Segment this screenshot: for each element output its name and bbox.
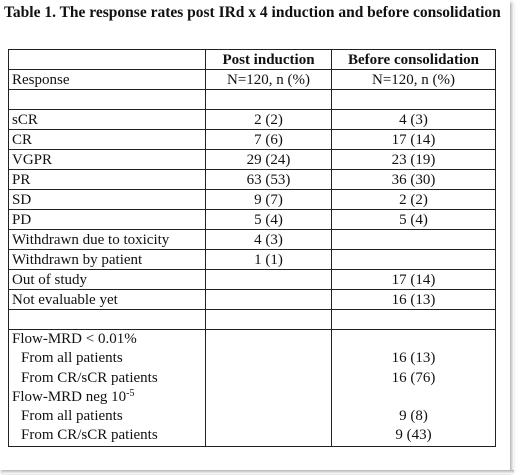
subheader-post-n: N=120, n (%) xyxy=(205,69,332,90)
mrd-labels: Flow-MRD < 0.01% From all patients From … xyxy=(8,329,206,447)
row-before-value: 4 (3) xyxy=(331,109,496,130)
header-empty xyxy=(8,49,206,70)
table-row: Withdrawn by patient 1 (1) xyxy=(8,249,496,270)
header-row: Post induction Before consolidation xyxy=(8,49,496,70)
spacer-cell xyxy=(331,89,496,110)
mrd-neg-cr-value: 9 (43) xyxy=(395,427,432,444)
table-row: Withdrawn due to toxicity 4 (3) xyxy=(8,229,496,250)
subheader-row: Response N=120, n (%) N=120, n (%) xyxy=(8,69,496,90)
frame-shadow-bottom xyxy=(3,470,514,474)
table-row: PR 63 (53) 36 (30) xyxy=(8,169,496,190)
mrd-001-cr-value: 16 (76) xyxy=(391,369,436,386)
mrd-neg-label-text: Flow-MRD neg 10 xyxy=(12,388,127,405)
spacer-cell xyxy=(205,89,332,110)
row-label: VGPR xyxy=(8,149,206,170)
row-before-value xyxy=(331,229,496,250)
row-before-value xyxy=(331,249,496,270)
row-post-value xyxy=(205,289,332,310)
row-post-value: 9 (7) xyxy=(205,189,332,210)
table-row: CR 7 (6) 17 (14) xyxy=(8,129,496,150)
mrd-neg-header-value xyxy=(335,388,492,407)
spacer-row xyxy=(8,89,496,110)
header-before-consolidation: Before consolidation xyxy=(331,49,496,70)
mrd-001-cr-label: From CR/sCR patients xyxy=(21,369,158,386)
mrd-neg-cr-label: From CR/sCR patients xyxy=(21,427,158,444)
row-post-value: 7 (6) xyxy=(205,129,332,150)
row-label: PR xyxy=(8,169,206,190)
row-before-value: 2 (2) xyxy=(331,189,496,210)
row-label: PD xyxy=(8,209,206,230)
subheader-before-n: N=120, n (%) xyxy=(331,69,496,90)
table-row: VGPR 29 (24) 23 (19) xyxy=(8,149,496,170)
frame-shadow-right xyxy=(510,4,514,473)
row-label: SD xyxy=(8,189,206,210)
response-rates-table: Post induction Before consolidation Resp… xyxy=(8,49,496,447)
row-label: CR xyxy=(8,129,206,150)
table-frame: Table 1. The response rates post IRd x 4… xyxy=(4,4,501,447)
row-label: Out of study xyxy=(8,269,206,290)
row-post-value: 2 (2) xyxy=(205,109,332,130)
row-label: Withdrawn by patient xyxy=(8,249,206,270)
row-label: sCR xyxy=(8,109,206,130)
row-label: Withdrawn due to toxicity xyxy=(8,229,206,250)
row-before-value: 17 (14) xyxy=(331,129,496,150)
row-post-value: 1 (1) xyxy=(205,249,332,270)
mrd-001-all-value: 16 (13) xyxy=(391,350,436,367)
mrd-001-all-label: From all patients xyxy=(21,350,123,367)
mrd-post-values xyxy=(205,329,332,447)
spacer-cell xyxy=(331,309,496,330)
row-post-value: 29 (24) xyxy=(205,149,332,170)
table-row: Out of study 17 (14) xyxy=(8,269,496,290)
table-row: PD 5 (4) 5 (4) xyxy=(8,209,496,230)
subheader-label: Response xyxy=(8,69,206,90)
table-row: sCR 2 (2) 4 (3) xyxy=(8,109,496,130)
row-post-value: 63 (53) xyxy=(205,169,332,190)
mrd-001-header-value xyxy=(335,330,492,349)
mrd-neg-label: Flow-MRD neg 10-5 xyxy=(12,388,202,407)
row-label: Not evaluable yet xyxy=(8,289,206,310)
response-rows: sCR 2 (2) 4 (3) CR 7 (6) 17 (14) VGPR 29 (24) 23… xyxy=(8,109,496,310)
mrd-neg-all-value: 9 (8) xyxy=(399,408,428,425)
mrd-neg-exponent: -5 xyxy=(126,387,135,399)
row-before-value: 23 (19) xyxy=(331,149,496,170)
table-row: Not evaluable yet 16 (13) xyxy=(8,289,496,310)
row-post-value: 5 (4) xyxy=(205,209,332,230)
row-before-value: 17 (14) xyxy=(331,269,496,290)
row-before-value: 5 (4) xyxy=(331,209,496,230)
mrd-neg-all-label: From all patients xyxy=(21,408,123,425)
row-post-value xyxy=(205,269,332,290)
header-post-induction: Post induction xyxy=(205,49,332,70)
mrd-row: Flow-MRD < 0.01% From all patients From … xyxy=(8,329,496,447)
table-row: SD 9 (7) 2 (2) xyxy=(8,189,496,210)
mrd-before-values: 16 (13) 16 (76) 9 (8) 9 (43) xyxy=(331,329,496,447)
row-before-value: 36 (30) xyxy=(331,169,496,190)
mrd-001-label: Flow-MRD < 0.01% xyxy=(12,331,137,347)
spacer-cell xyxy=(205,309,332,330)
spacer-cell xyxy=(8,89,206,110)
spacer-row xyxy=(8,309,496,330)
table-caption: Table 1. The response rates post IRd x 4… xyxy=(4,4,501,21)
spacer-cell xyxy=(8,309,206,330)
row-before-value: 16 (13) xyxy=(331,289,496,310)
row-post-value: 4 (3) xyxy=(205,229,332,250)
